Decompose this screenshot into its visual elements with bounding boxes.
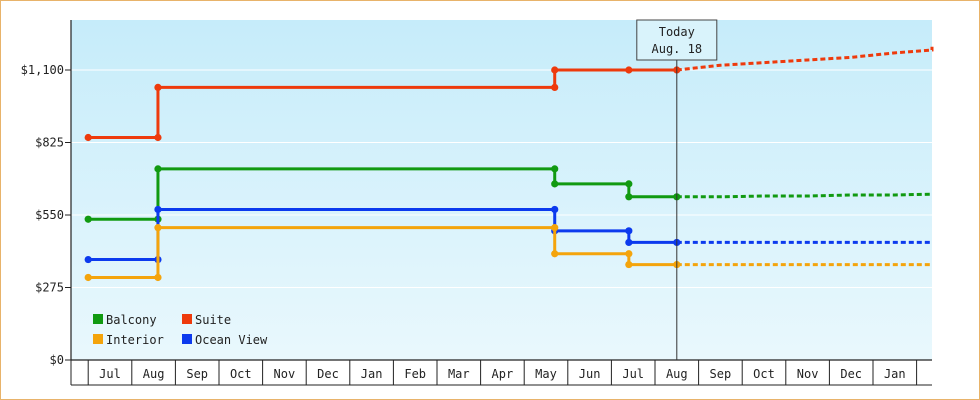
- x-month-label: Aug: [143, 367, 165, 381]
- legend-label: Suite: [195, 313, 231, 327]
- x-month-label: Feb: [404, 367, 426, 381]
- data-point: [154, 165, 162, 173]
- data-point: [154, 224, 162, 232]
- y-tick-label: $275: [35, 281, 64, 295]
- data-point: [551, 205, 559, 214]
- x-month-label: Apr: [492, 367, 514, 381]
- legend-swatch: [93, 334, 103, 344]
- legend-swatch: [93, 314, 103, 324]
- legend-label: Balcony: [106, 313, 157, 327]
- today-label: Today: [659, 25, 695, 39]
- today-marker: Today Aug. 18: [636, 19, 718, 360]
- y-tick-label: $0: [50, 353, 64, 367]
- data-point: [154, 133, 162, 142]
- data-point: [551, 180, 559, 188]
- y-tick-label: $825: [35, 136, 64, 150]
- x-month-label: Jun: [579, 367, 601, 381]
- data-point: [625, 193, 633, 201]
- data-point: [84, 215, 92, 223]
- data-point: [625, 250, 633, 258]
- x-month-label: Oct: [753, 367, 775, 381]
- data-point: [625, 227, 633, 235]
- data-point: [154, 83, 162, 91]
- y-tick-label: $1,100: [21, 63, 64, 77]
- data-point: [625, 180, 633, 188]
- x-month-label: Nov: [274, 367, 296, 381]
- x-month-label: Dec: [317, 367, 339, 381]
- data-point: [551, 224, 559, 232]
- x-month-label: Jan: [884, 367, 906, 381]
- legend-swatch: [182, 334, 192, 344]
- y-axis: $0 $275 $550 $825 $1,100: [21, 20, 72, 367]
- x-month-label: Sep: [186, 367, 208, 381]
- series-suite: [84, 46, 934, 142]
- series-layer: [84, 46, 934, 282]
- today-date-label: Aug. 18: [652, 42, 703, 56]
- plot-area: [71, 20, 932, 360]
- data-point: [551, 83, 559, 91]
- data-point: [625, 238, 633, 247]
- x-month-label: Nov: [797, 367, 819, 381]
- y-tick-label: $550: [35, 208, 64, 222]
- data-point: [154, 273, 162, 282]
- x-month-label: Jul: [622, 367, 644, 381]
- data-point: [625, 260, 633, 269]
- legend-item-suite: Suite: [182, 313, 231, 327]
- legend-item-interior: Interior: [93, 333, 164, 347]
- x-month-label: Jul: [99, 367, 121, 381]
- series-forecast-line: [676, 46, 934, 72]
- y-gridlines: [71, 69, 932, 288]
- x-month-label: Dec: [840, 367, 862, 381]
- series-forecast-line: [676, 192, 933, 199]
- legend-label: Interior: [106, 333, 164, 347]
- data-point: [154, 205, 162, 214]
- legend-label: Ocean View: [195, 333, 268, 347]
- data-point: [84, 133, 92, 142]
- today-box: [636, 19, 718, 61]
- data-point: [625, 66, 633, 74]
- x-month-label: Aug: [666, 367, 688, 381]
- x-month-label: Oct: [230, 367, 252, 381]
- data-point: [84, 255, 92, 264]
- x-month-label: Jan: [361, 367, 383, 381]
- x-month-label: May: [535, 367, 557, 381]
- data-point: [551, 165, 559, 173]
- data-point: [551, 66, 559, 74]
- legend: Balcony Suite Interior Ocean View: [93, 313, 268, 347]
- x-month-label: Mar: [448, 367, 470, 381]
- legend-item-balcony: Balcony: [93, 313, 157, 327]
- legend-swatch: [182, 314, 192, 324]
- x-axis: Jul Aug Sep Oct Nov Dec Jan Feb Mar Apr May Jun Jul A…: [70, 359, 932, 386]
- legend-item-ocean-view: Ocean View: [182, 333, 268, 347]
- data-point: [84, 273, 92, 282]
- x-month-label: Sep: [710, 367, 732, 381]
- data-point: [551, 250, 559, 258]
